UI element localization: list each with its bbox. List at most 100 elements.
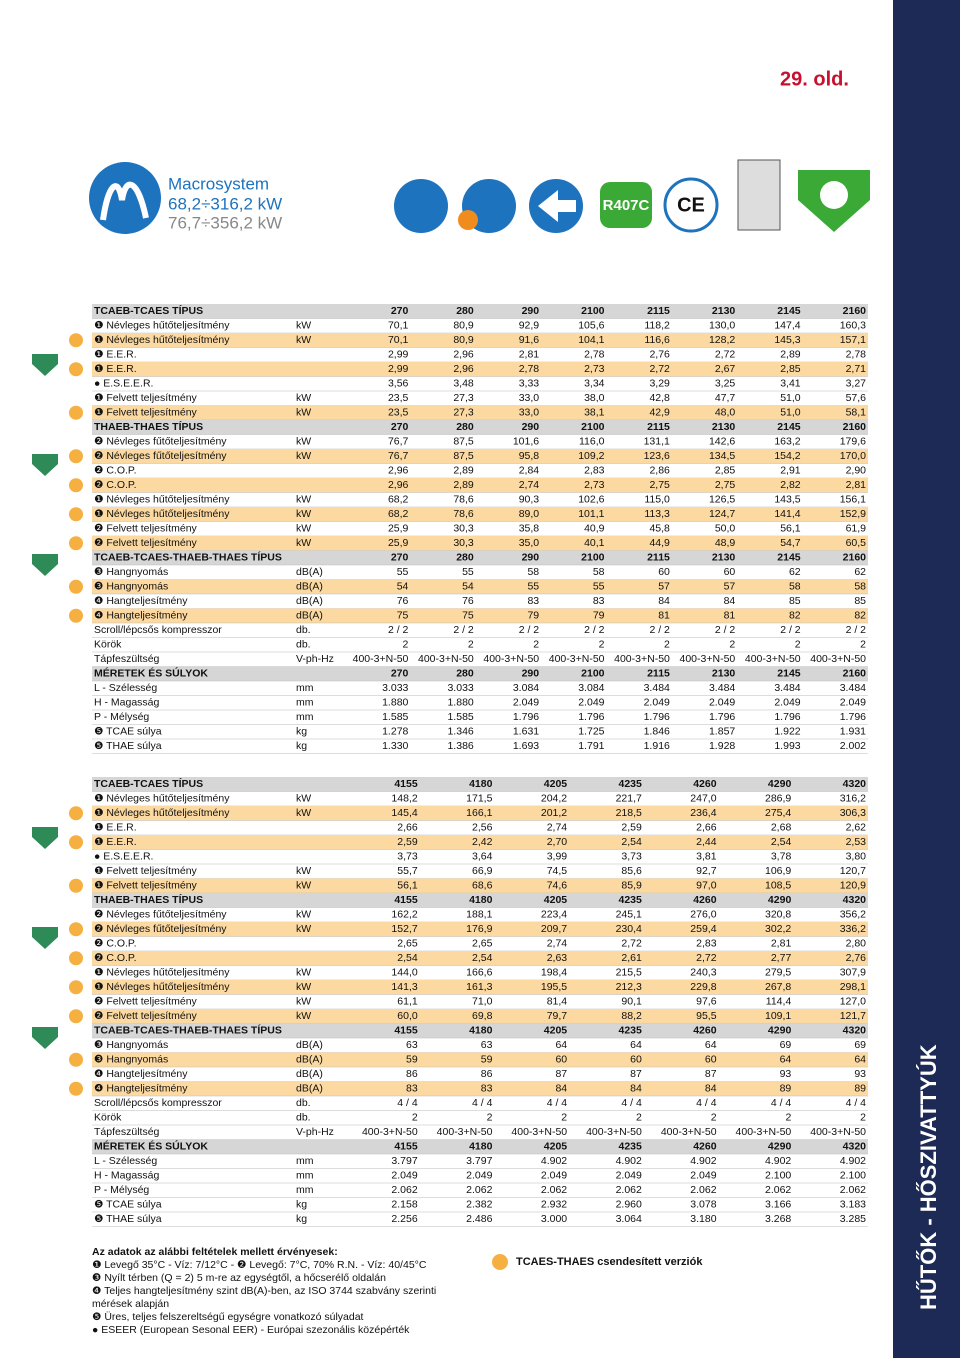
cell: 61,1 bbox=[397, 996, 418, 1008]
cell: 116,0 bbox=[579, 436, 605, 448]
cell: 316,2 bbox=[840, 793, 866, 805]
cell: 400-3+N-50 bbox=[483, 653, 539, 665]
cell: 4320 bbox=[843, 1141, 867, 1153]
cell: 2,72 bbox=[696, 952, 717, 964]
cell: 3.033 bbox=[447, 682, 473, 694]
cell: 2,85 bbox=[780, 363, 801, 375]
silent-icon bbox=[69, 536, 83, 551]
silent-icon bbox=[69, 478, 83, 493]
cell: 30,3 bbox=[453, 537, 474, 549]
cell: 76,7 bbox=[388, 450, 409, 462]
cell: 2,66 bbox=[397, 822, 418, 834]
cell: 279,5 bbox=[765, 967, 791, 979]
cell: 229,8 bbox=[690, 981, 716, 993]
cell: 2 bbox=[487, 1112, 493, 1124]
cell: 78,6 bbox=[453, 508, 474, 520]
cell: 2,75 bbox=[715, 479, 736, 491]
cell: 121,7 bbox=[840, 1010, 866, 1022]
cell: 40,9 bbox=[584, 523, 605, 535]
cell: 2.049 bbox=[391, 1170, 417, 1182]
row-label: ❷ Névleges fűtőteljesítmény bbox=[94, 436, 227, 448]
cell: 1.993 bbox=[774, 740, 800, 752]
cell: 23,5 bbox=[388, 392, 409, 404]
cell: 87 bbox=[705, 1068, 717, 1080]
cell: 87,5 bbox=[453, 450, 474, 462]
row-label: TCAEB-TCAES TÍPUS bbox=[94, 777, 203, 790]
silent-icon bbox=[69, 951, 83, 966]
cell: 218,5 bbox=[616, 807, 642, 819]
cell: 290 bbox=[522, 668, 540, 680]
cell: 2 / 2 bbox=[453, 624, 474, 636]
row-label: ❸ Hangnyomás bbox=[94, 566, 168, 578]
cell: 4290 bbox=[768, 1141, 792, 1153]
cell: 2.062 bbox=[690, 1184, 716, 1196]
cell: 4260 bbox=[693, 894, 717, 906]
cell: 70,1 bbox=[388, 320, 409, 332]
cell: 87 bbox=[555, 1068, 567, 1080]
cell: 2,74 bbox=[519, 479, 540, 491]
cert-shield bbox=[32, 554, 58, 576]
silent-icon bbox=[69, 806, 83, 821]
cell: 280 bbox=[456, 552, 474, 564]
cell: 60 bbox=[630, 1054, 642, 1066]
cell: 2.062 bbox=[541, 1184, 567, 1196]
cell: 2145 bbox=[777, 552, 801, 564]
cert-shield bbox=[32, 827, 58, 849]
cell: 2160 bbox=[843, 305, 867, 317]
row-unit: kW bbox=[296, 1010, 311, 1022]
cell: 400-3+N-50 bbox=[810, 653, 866, 665]
icon-cooling bbox=[394, 179, 448, 233]
cell: 2 bbox=[636, 1112, 642, 1124]
cell: 179,6 bbox=[840, 436, 866, 448]
cell: 76 bbox=[397, 595, 409, 607]
cell: 62 bbox=[789, 566, 801, 578]
row-unit: kW bbox=[296, 909, 311, 921]
header-row bbox=[92, 777, 868, 792]
row-label: THAEB-THAES TÍPUS bbox=[94, 420, 203, 433]
cell: 86 bbox=[481, 1068, 493, 1080]
row-label: Tápfeszültség bbox=[94, 1126, 160, 1138]
row-unit: kW bbox=[296, 494, 311, 506]
cell: 90,1 bbox=[621, 996, 642, 1008]
cell: 4 / 4 bbox=[846, 1097, 867, 1109]
cell: 82 bbox=[789, 610, 801, 622]
row-unit: kW bbox=[296, 807, 311, 819]
cell: 48,0 bbox=[715, 407, 736, 419]
cell: 2 bbox=[785, 1112, 791, 1124]
cell: 63 bbox=[481, 1039, 493, 1051]
cell: 3.000 bbox=[541, 1213, 567, 1225]
cell: 400-3+N-50 bbox=[736, 1126, 792, 1138]
row-unit: mm bbox=[296, 1184, 314, 1196]
cell: 2.382 bbox=[466, 1199, 492, 1211]
row-label: ● E.S.E.E.R. bbox=[94, 378, 153, 390]
cell: 290 bbox=[522, 552, 540, 564]
cell: 58 bbox=[527, 566, 539, 578]
row-label: ❺ THAE súlya bbox=[94, 740, 162, 752]
cell: 2,73 bbox=[584, 363, 605, 375]
cell: 400-3+N-50 bbox=[353, 653, 409, 665]
cell: 101,1 bbox=[578, 508, 604, 520]
cell: 2,80 bbox=[846, 938, 867, 950]
cell: 2 / 2 bbox=[780, 624, 801, 636]
highlight-row bbox=[92, 878, 868, 893]
cell: 89 bbox=[780, 1083, 792, 1095]
cell: 2.256 bbox=[391, 1213, 417, 1225]
cell: 60 bbox=[705, 1054, 717, 1066]
cell: 23,5 bbox=[388, 407, 409, 419]
cell: 2160 bbox=[843, 668, 867, 680]
cell: 114,4 bbox=[766, 996, 792, 1008]
cell: 2.100 bbox=[765, 1170, 791, 1182]
cell: 141,4 bbox=[774, 508, 800, 520]
eurovent-inner bbox=[820, 181, 848, 209]
cell: 4260 bbox=[693, 1141, 717, 1153]
cell: 306,3 bbox=[840, 807, 866, 819]
cell: 54 bbox=[397, 581, 409, 593]
cell: 302,2 bbox=[765, 923, 791, 935]
cell: 290 bbox=[522, 305, 540, 317]
cell: 3,73 bbox=[397, 851, 418, 863]
cell: 95,8 bbox=[519, 450, 540, 462]
cell: 2130 bbox=[712, 552, 736, 564]
row-label: P - Mélység bbox=[94, 711, 149, 723]
